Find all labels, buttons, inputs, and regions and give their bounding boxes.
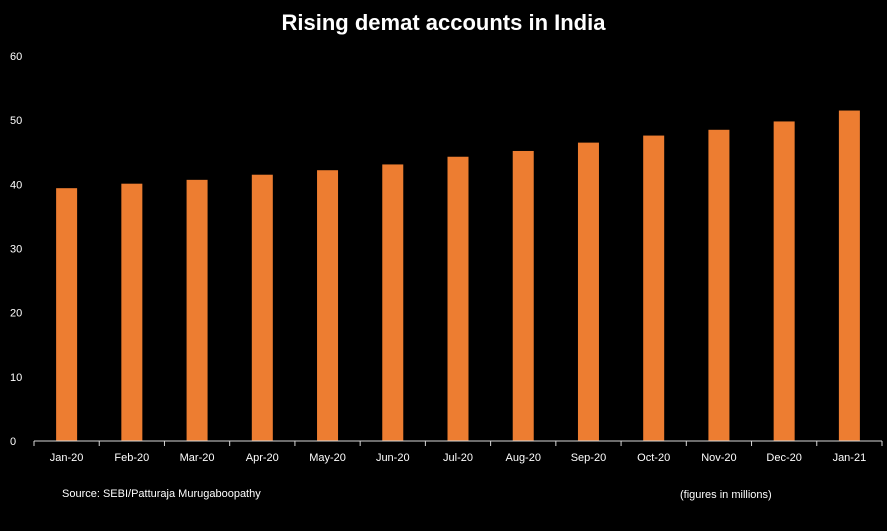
- bar: [56, 188, 78, 441]
- bar: [382, 164, 404, 442]
- bar: [447, 156, 469, 441]
- source-note: Source: SEBI/Patturaja Murugaboopathy: [62, 488, 261, 500]
- x-tick-label: Mar-20: [180, 452, 215, 464]
- x-tick-label: Jul-20: [443, 452, 473, 464]
- x-tick-label: Jun-20: [376, 452, 410, 464]
- y-tick-label: 60: [10, 51, 22, 63]
- x-tick-label: Jan-20: [50, 452, 84, 464]
- y-tick-label: 50: [10, 115, 22, 127]
- bar: [512, 150, 534, 441]
- y-tick-label: 20: [10, 308, 22, 320]
- x-tick-label: Oct-20: [637, 452, 670, 464]
- y-tick-label: 40: [10, 179, 22, 191]
- x-tick-label: Aug-20: [505, 452, 540, 464]
- x-tick-label: Dec-20: [766, 452, 801, 464]
- x-tick-label: Feb-20: [114, 452, 149, 464]
- bar: [838, 110, 860, 442]
- bar: [186, 179, 208, 441]
- x-tick-label: Sep-20: [571, 452, 606, 464]
- x-tick-label: Apr-20: [246, 452, 279, 464]
- x-tick-label: Jan-21: [833, 452, 867, 464]
- bar: [577, 142, 599, 441]
- y-tick-label: 30: [10, 244, 22, 256]
- x-tick-label: May-20: [309, 452, 346, 464]
- bar: [121, 183, 143, 442]
- units-note: (figures in millions): [680, 489, 772, 501]
- y-tick-label: 10: [10, 372, 22, 384]
- bar: [643, 135, 665, 442]
- chart-title: Rising demat accounts in India: [281, 10, 606, 35]
- y-tick-label: 0: [10, 436, 16, 448]
- x-tick-label: Nov-20: [701, 452, 736, 464]
- bar: [251, 174, 273, 442]
- bar: [773, 121, 795, 441]
- bar: [708, 129, 730, 441]
- bar: [317, 170, 339, 441]
